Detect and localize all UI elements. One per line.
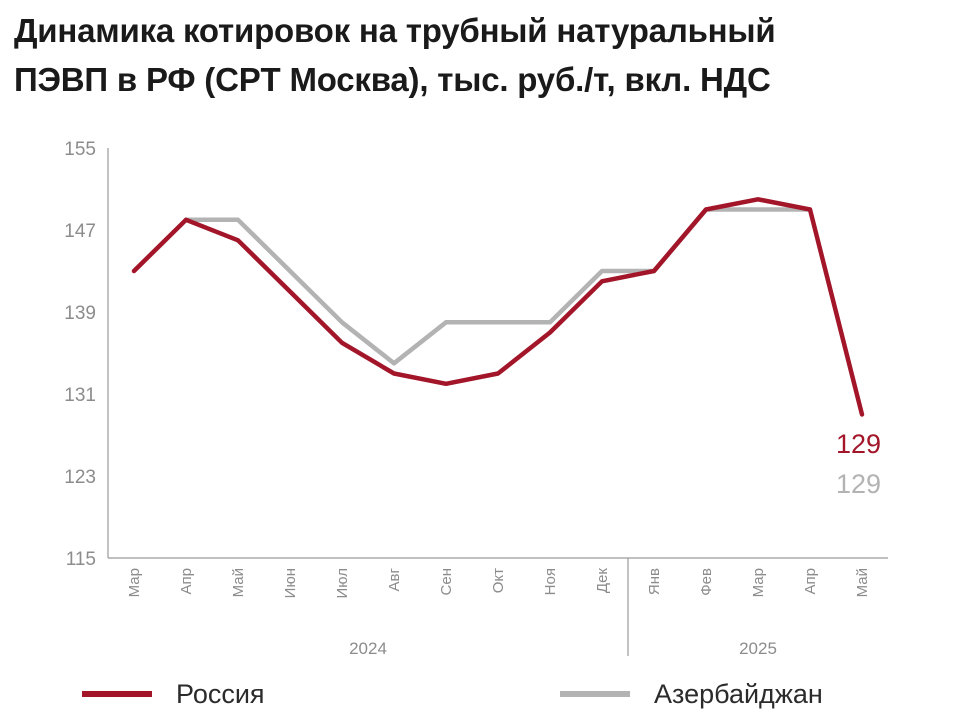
x-tick-label: Май [230,568,247,597]
y-tick-label: 139 [64,303,96,324]
x-tick-label: Мар [126,568,143,597]
legend-label-azerbaijan: Азербайджан [654,678,823,709]
x-tick-label: Июл [334,568,351,598]
legend-label-russia: Россия [176,678,265,709]
year-label-2024: 2024 [349,639,387,658]
end-label-russia: 129 [836,429,881,459]
y-tick-label: 123 [64,467,96,488]
x-tick-label: Окт [490,568,507,593]
x-tick-label: Дек [594,568,611,594]
x-tick-label: Апр [802,568,819,594]
legend-swatch-russia [82,691,152,697]
x-tick-label: Фев [698,568,715,596]
chart-axes [107,148,888,559]
chart-title: Динамика котировок на трубный натуральны… [14,6,950,104]
x-tick-label: Июн [282,568,299,598]
x-axis-ticks: Мар Апр Май Июн Июл Авг Сен Окт Ноя Дек Янв Фев Мар А… [126,567,871,598]
end-label-azerbaijan: 129 [836,469,881,499]
x-tick-label: Апр [178,568,195,594]
x-tick-label: Сен [438,568,455,595]
y-tick-label: 155 [64,139,96,160]
y-tick-label: 131 [64,385,96,406]
year-label-2025: 2025 [739,639,777,658]
x-tick-label: Ноя [542,568,559,595]
chart-title-line-2: ПЭВП в РФ (CPT Москва), тыс. руб./т, вкл… [14,61,771,98]
chart-title-line-1: Динамика котировок на трубный натуральны… [14,12,776,49]
x-tick-label: Авг [386,567,403,591]
series-line-azerbaijan [183,207,813,366]
x-tick-label: Май [854,568,871,597]
y-tick-label: 115 [66,549,96,570]
line-chart: 115 123 131 139 147 155 Мар Апр Май Июн Июл Авг Сен… [64,139,888,658]
x-axis-years: 2024 2025 [349,558,777,658]
y-tick-label: 147 [64,221,96,242]
x-tick-label: Янв [646,568,663,595]
x-tick-label: Мар [750,568,767,597]
series-line-russia [131,197,865,417]
legend-item-russia: Россия [82,672,265,716]
chart-series [131,197,865,417]
legend-swatch-azerbaijan [560,691,630,697]
y-axis-ticks: 115 123 131 139 147 155 [64,139,96,570]
legend-item-azerbaijan: Азербайджан [560,672,823,716]
